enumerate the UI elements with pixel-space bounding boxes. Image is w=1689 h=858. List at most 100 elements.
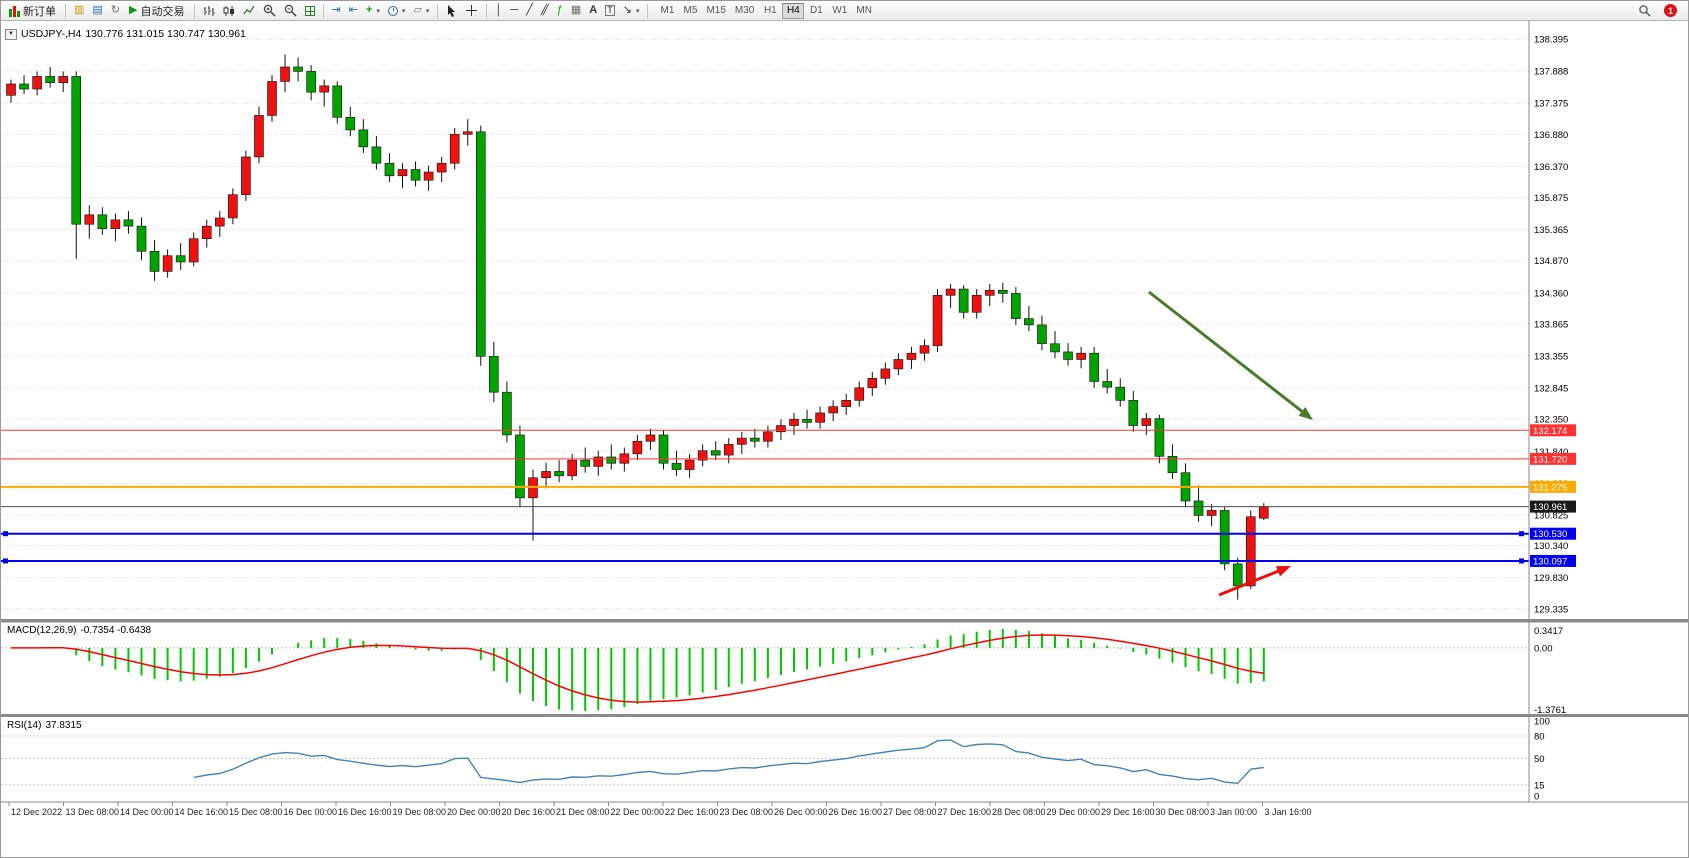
candle-chart-mode-button[interactable] [220,2,238,20]
svg-text:134.870: 134.870 [1534,256,1568,267]
new-chart-icon: ▥ [74,4,85,16]
svg-text:80: 80 [1534,732,1545,743]
search-button[interactable] [1635,2,1655,20]
zoom-out-button[interactable] [281,2,300,20]
profiles-icon: ▤ [92,4,103,16]
time-axis[interactable]: 12 Dec 2022 13 Dec 08:00 14 Dec 00:00 14 De… [1,801,1689,817]
svg-text:29 Dec 00:00: 29 Dec 00:00 [1047,807,1101,817]
auto-scroll-button[interactable]: ⇥ [329,2,344,20]
svg-text:136.880: 136.880 [1534,130,1568,141]
svg-text:131.275: 131.275 [1533,482,1567,493]
channel-icon: ╱╱ [540,4,549,16]
timeframe-button-m1[interactable]: M1 [656,3,678,19]
crosshair-button[interactable] [462,2,481,20]
profiles-button[interactable]: ▤ [89,2,105,20]
bar-chart-mode-button[interactable] [200,2,218,20]
timeframe-group: M1 M5 M15 M30 H1 H4 D1 W1 MN [656,2,876,19]
channel-button[interactable]: ╱╱ [538,2,552,20]
line-chart-mode-button[interactable] [240,2,258,20]
indicators-button[interactable]: + ▾ [363,2,383,20]
hline-130.530[interactable] [1,531,1529,537]
svg-text:136.370: 136.370 [1534,162,1568,173]
svg-text:16 Dec 16:00: 16 Dec 16:00 [338,807,392,817]
shapes-icon: ▦ [570,4,582,16]
svg-text:134.360: 134.360 [1534,288,1568,299]
timeframe-button-h4[interactable]: H4 [782,2,805,19]
svg-text:3 Jan 16:00: 3 Jan 16:00 [1265,807,1312,817]
rsi-line [193,739,1264,785]
svg-text:21 Dec 08:00: 21 Dec 08:00 [556,807,610,817]
arrows-tool-button[interactable]: ↘ ▾ [620,2,643,20]
refresh-button[interactable]: ↻ [108,2,123,20]
text-label-button[interactable]: T [602,2,618,20]
svg-text:23 Dec 08:00: 23 Dec 08:00 [720,807,774,817]
zoom-in-button[interactable] [260,2,279,20]
dropdown-caret-icon: ▾ [376,7,380,15]
play-icon: ▶ [129,4,138,16]
price-badge-131.720: 131.720 [1530,452,1576,465]
chart-shift-button[interactable]: ⇤ [346,2,361,20]
fibonacci-button[interactable]: ƒ [554,2,566,20]
timeframe-button-m15[interactable]: M15 [702,3,729,19]
candlestick-series [6,54,1269,600]
zoom-out-icon [284,4,297,17]
timeframe-button-d1[interactable]: D1 [805,3,827,19]
hline-130.097[interactable] [1,558,1529,564]
text-label-icon: T [605,5,615,16]
trendline-button[interactable]: ╱ [523,2,536,20]
shapes-button[interactable]: ▦ [568,2,584,20]
new-order-button[interactable]: 新订单 [5,2,60,20]
svg-text:0.00: 0.00 [1534,643,1553,654]
trendline-icon: ╱ [526,4,533,16]
svg-text:14 Dec 16:00: 14 Dec 16:00 [175,807,229,817]
periods-button[interactable]: ▾ [385,2,409,20]
price-axis[interactable]: 138.395 137.888 137.375 136.880 136.370 135.8… [1534,35,1568,803]
svg-text:14 Dec 00:00: 14 Dec 00:00 [120,807,174,817]
downtrend-arrow[interactable] [1148,290,1313,420]
timeframe-button-mn[interactable]: MN [852,3,876,19]
template-icon: ▱ [413,4,422,16]
svg-text:129.830: 129.830 [1534,573,1568,584]
text-button[interactable]: A [586,2,600,20]
svg-text:13 Dec 08:00: 13 Dec 08:00 [66,807,120,817]
svg-text:16 Dec 00:00: 16 Dec 00:00 [284,807,338,817]
vertical-line-icon: │ [495,4,503,16]
svg-text:3 Jan 00:00: 3 Jan 00:00 [1210,807,1257,817]
text-icon: A [589,4,598,16]
notification-badge[interactable]: 1 [1664,4,1677,17]
vertical-line-button[interactable]: │ [492,2,505,20]
tile-windows-button[interactable] [302,2,318,20]
templates-button[interactable]: ▱ ▾ [410,2,432,20]
svg-text:30 Dec 08:00: 30 Dec 08:00 [1156,807,1210,817]
panel-separator-rsi[interactable] [1,714,1689,717]
cursor-button[interactable] [443,2,460,20]
zoom-in-icon [263,4,276,17]
timeframe-button-m30[interactable]: M30 [731,3,758,19]
chart-area: 138.395 137.888 137.375 136.880 136.370 135.8… [1,21,1689,858]
collapse-chart-button[interactable]: ▼ [5,28,17,40]
horizontal-line-button[interactable]: ─ [507,2,521,20]
tile-windows-icon [304,5,315,16]
price-grid [1,38,1529,610]
price-badge-130.530: 130.530 [1530,527,1576,540]
svg-text:133.355: 133.355 [1534,352,1568,363]
reversal-up-arrow[interactable] [1218,566,1291,597]
new-chart-button[interactable]: ▥ [71,2,87,20]
svg-text:20 Dec 16:00: 20 Dec 16:00 [502,807,556,817]
toolbar-separator [647,3,649,18]
svg-text:28 Dec 08:00: 28 Dec 08:00 [992,807,1046,817]
svg-text:131.840: 131.840 [1534,447,1568,458]
add-indicator-icon: + [365,4,373,16]
timeframe-button-m5[interactable]: M5 [679,3,701,19]
svg-text:22 Dec 16:00: 22 Dec 16:00 [665,807,719,817]
svg-text:132.350: 132.350 [1534,415,1568,426]
dropdown-caret-icon: ▾ [635,7,640,15]
main-toolbar: 新订单 ▥ ▤ ↻ ▶ 自动交易 ⇥ ⇤ + ▾ ▾ ▱ ▾ │ ─ ╱ ╱╱ ƒ … [1,1,1688,21]
chart-canvas[interactable]: 138.395 137.888 137.375 136.880 136.370 135.8… [1,21,1689,858]
timeframe-button-w1[interactable]: W1 [828,3,851,19]
timeframe-button-h1[interactable]: H1 [759,3,781,19]
svg-text:135.365: 135.365 [1534,225,1568,236]
autotrading-button[interactable]: ▶ 自动交易 [125,2,188,20]
panel-separator-macd[interactable] [1,619,1689,623]
